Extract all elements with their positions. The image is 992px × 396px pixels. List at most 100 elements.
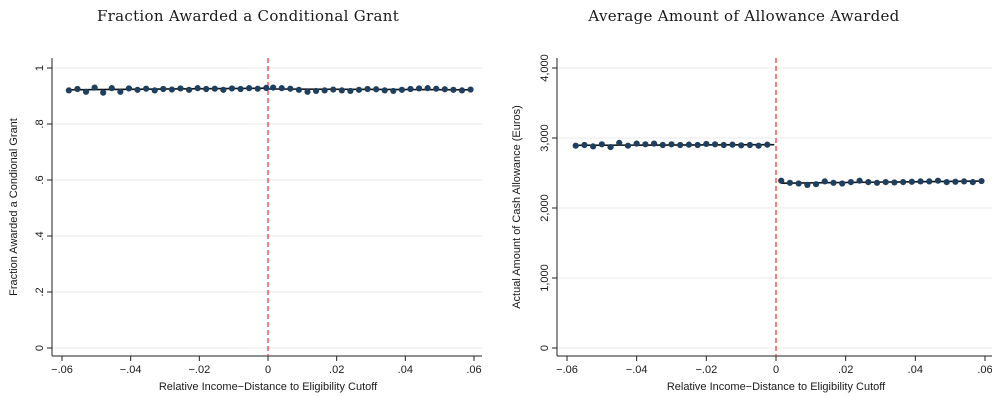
data-point	[685, 141, 693, 148]
x-tick-label: .06	[466, 364, 481, 376]
x-tick-label: .04	[908, 364, 923, 376]
data-point	[330, 86, 337, 93]
data-point	[237, 85, 244, 93]
data-point	[304, 88, 311, 95]
data-point	[572, 142, 579, 149]
data-point	[458, 87, 466, 94]
chart-panel-amount: Average Amount of Allowance Awarded 0 1,0…	[496, 0, 992, 396]
y-tick-label: 0	[539, 345, 551, 351]
data-point	[659, 141, 666, 149]
data-point	[364, 85, 371, 93]
y-tick-label: 1,000	[539, 264, 551, 292]
data-point	[160, 85, 167, 93]
data-point	[151, 87, 158, 94]
data-point	[347, 87, 354, 95]
x-tick-label: −.04	[120, 364, 142, 376]
data-point	[312, 87, 320, 95]
data-point	[624, 142, 632, 149]
data-point	[804, 181, 811, 188]
data-point	[926, 178, 933, 185]
data-point	[194, 85, 201, 92]
data-point	[633, 140, 640, 147]
data-point	[278, 85, 285, 92]
data-point	[82, 88, 90, 95]
y-tick-label: .2	[34, 287, 46, 296]
data-point	[590, 143, 597, 150]
y-axis-label: Actual Amount of Cash Allowance (Euros)	[511, 105, 523, 309]
data-point	[450, 86, 457, 93]
data-point	[764, 141, 771, 148]
data-point	[961, 178, 968, 185]
data-point	[433, 85, 440, 92]
data-point	[65, 87, 72, 94]
chart-average-amount: 0 1,000 2,000 3,000 4,000 −.06 −.04 −.02 0 .02 .04…	[511, 54, 992, 393]
y-tick-label: 1	[34, 65, 46, 71]
data-point	[778, 177, 785, 184]
data-point	[952, 178, 959, 185]
y-tick-label: 3,000	[539, 124, 551, 152]
x-tick-label: −.06	[556, 364, 578, 376]
data-point	[270, 84, 277, 91]
data-point	[746, 141, 753, 149]
data-point	[616, 139, 623, 146]
y-tick-label: .4	[34, 231, 46, 240]
data-point	[729, 141, 736, 148]
data-point	[830, 179, 837, 186]
data-point	[220, 86, 227, 93]
x-tick-label: .02	[329, 364, 344, 376]
data-point	[917, 178, 924, 185]
data-point	[125, 85, 133, 92]
data-point	[943, 179, 950, 186]
data-point	[882, 179, 889, 186]
data-point	[390, 87, 397, 95]
data-point	[900, 179, 907, 186]
data-point	[381, 87, 388, 94]
data-point	[650, 140, 658, 147]
data-point	[856, 177, 863, 184]
data-point	[694, 141, 701, 149]
data-point	[795, 180, 802, 187]
data-point	[407, 85, 414, 93]
data-point	[254, 85, 261, 92]
y-tick-label: 2,000	[539, 194, 551, 222]
data-point	[891, 179, 898, 186]
x-tick-label: 0	[773, 364, 779, 376]
data-point	[263, 84, 270, 91]
data-point	[134, 86, 141, 93]
data-point	[185, 86, 193, 93]
data-point	[117, 88, 124, 95]
chart-panel-fraction: Fraction Awarded a Conditional Grant 0 .2…	[8, 7, 482, 393]
data-point	[978, 177, 985, 185]
data-point	[168, 86, 175, 93]
data-point	[642, 141, 649, 148]
data-point	[607, 144, 614, 151]
data-point	[203, 85, 210, 93]
data-point	[908, 178, 915, 185]
x-tick-label: .06	[977, 364, 992, 376]
data-point	[211, 85, 218, 92]
data-point	[355, 86, 363, 93]
data-point	[677, 141, 684, 149]
data-point	[467, 86, 474, 93]
x-tick-label: .04	[398, 364, 413, 376]
data-point	[720, 141, 727, 149]
data-point	[177, 85, 184, 92]
x-axis-label: Relative Income−Distance to Eligibility …	[667, 381, 886, 393]
chart-title: Average Amount of Allowance Awarded	[588, 7, 900, 25]
data-point	[424, 85, 431, 92]
data-point	[738, 142, 745, 149]
data-point	[821, 178, 828, 185]
data-point	[703, 140, 710, 148]
y-tick-label: .8	[34, 119, 46, 128]
fit-line	[781, 180, 982, 184]
data-point	[755, 142, 762, 149]
data-point	[581, 141, 588, 149]
chart-fraction-awarded: 0 .2 .4 .6 .8 1 −.06 −.04 −.02 0 .02 .04 .06 Relative…	[8, 58, 482, 393]
y-tick-label: 4,000	[539, 54, 551, 82]
data-point	[287, 85, 294, 92]
data-point	[108, 85, 115, 92]
data-point	[711, 141, 719, 148]
data-point	[338, 87, 345, 94]
chart-title: Fraction Awarded a Conditional Grant	[96, 7, 400, 25]
data-point	[786, 179, 794, 186]
